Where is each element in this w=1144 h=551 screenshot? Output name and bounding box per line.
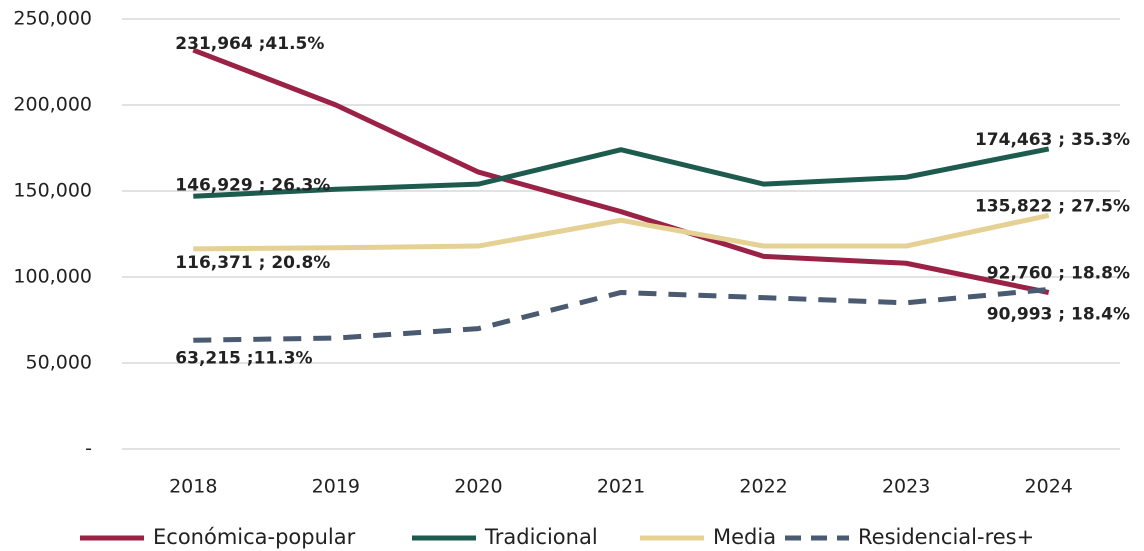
data-label: 92,760 ; 18.8% xyxy=(987,263,1130,283)
x-tick-label: 2024 xyxy=(1025,476,1073,498)
data-label: 116,371 ; 20.8% xyxy=(175,253,330,273)
x-tick-label: 2022 xyxy=(739,476,787,498)
series-line xyxy=(193,146,1050,199)
y-tick-label: 250,000 xyxy=(13,8,92,30)
y-tick-label: - xyxy=(85,438,92,460)
x-tick-label: 2021 xyxy=(597,476,645,498)
data-label: 146,929 ; 26.3% xyxy=(175,175,330,195)
y-tick-label: 150,000 xyxy=(13,180,92,202)
y-tick-label: 50,000 xyxy=(26,352,92,374)
series-line xyxy=(193,212,1050,252)
legend-label: Tradicional xyxy=(484,525,598,549)
data-label: 63,215 ;11.3% xyxy=(175,348,312,368)
series-line xyxy=(192,47,1050,295)
data-label: 135,822 ; 27.5% xyxy=(975,196,1130,216)
data-label: 231,964 ;41.5% xyxy=(175,34,324,54)
x-tick-label: 2020 xyxy=(454,476,502,498)
x-tick-label: 2023 xyxy=(882,476,930,498)
legend-label: Económica-popular xyxy=(153,525,356,549)
x-tick-label: 2019 xyxy=(312,476,360,498)
legend-label: Media xyxy=(713,525,776,549)
legend-label: Residencial-res+ xyxy=(858,525,1034,549)
x-tick-label: 2018 xyxy=(169,476,217,498)
y-tick-label: 200,000 xyxy=(13,94,92,116)
y-tick-label: 100,000 xyxy=(13,266,92,288)
series-line xyxy=(193,286,1049,343)
data-label: 174,463 ; 35.3% xyxy=(975,130,1130,150)
data-label: 90,993 ; 18.4% xyxy=(987,304,1130,324)
